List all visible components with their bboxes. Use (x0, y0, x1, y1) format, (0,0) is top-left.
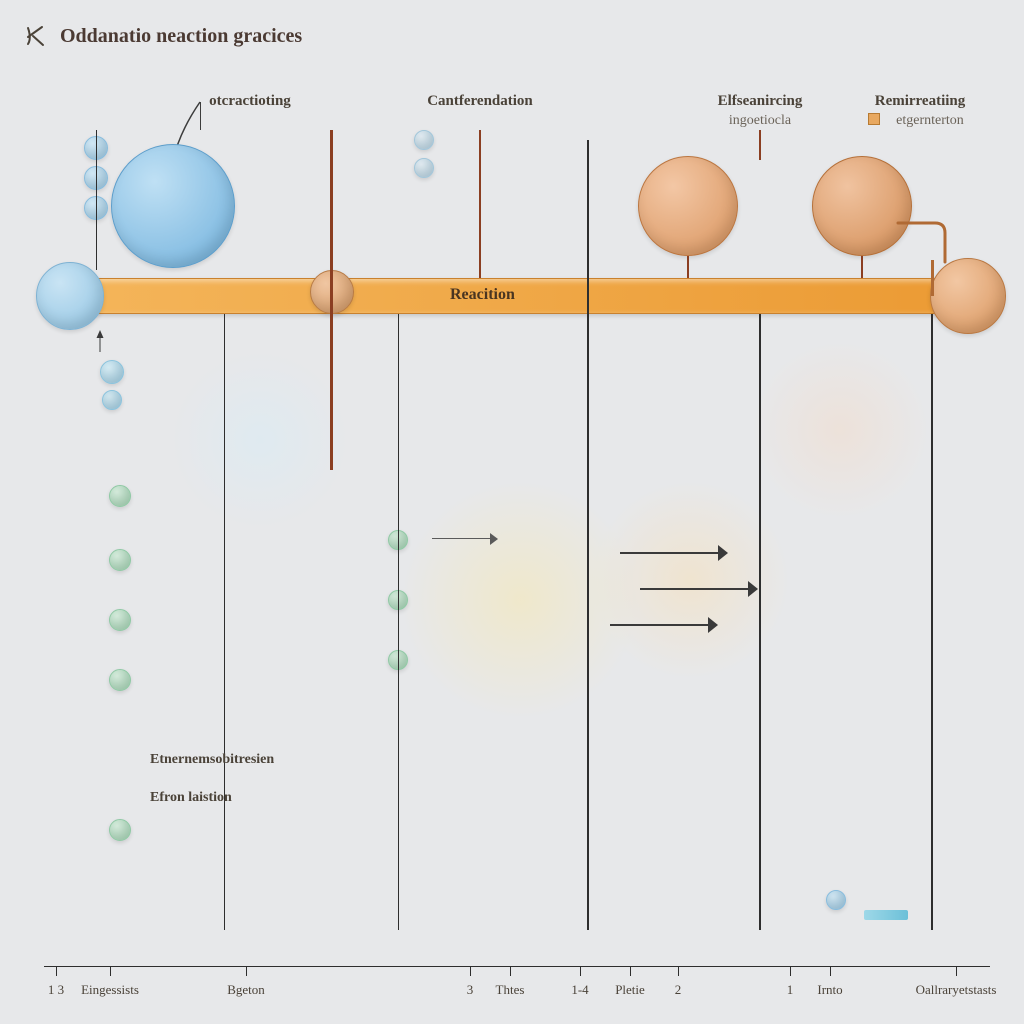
sphere-s-right-a (638, 156, 738, 256)
x-axis-label-8: 1 (787, 982, 794, 998)
x-axis (44, 966, 990, 967)
small-sphere-ss5 (109, 485, 131, 507)
vline-vl-g (931, 314, 933, 930)
reaction-bar (70, 278, 985, 314)
vline-vl-f (861, 256, 863, 278)
vline-vl-a (330, 130, 333, 470)
sphere-s-far-right (930, 258, 1006, 334)
x-tick-5 (580, 966, 581, 976)
vline-vl-c (587, 140, 589, 930)
x-tick-7 (678, 966, 679, 976)
x-axis-label-7: 2 (675, 982, 682, 998)
x-tick-8 (790, 966, 791, 976)
haze-0 (400, 480, 640, 720)
x-tick-2 (246, 966, 247, 976)
top-label-tl-3b: ingoetiocla (680, 113, 840, 129)
x-axis-label-1: Eingessists (81, 982, 139, 998)
x-tick-10 (956, 966, 957, 976)
arrow-1 (640, 588, 750, 590)
arrow-0 (620, 552, 720, 554)
vline-vl-d (687, 256, 689, 278)
arrow-2 (610, 624, 710, 626)
x-axis-label-10: Oallraryetstasts (916, 982, 997, 998)
small-sphere-ss6 (109, 549, 131, 571)
small-sphere-ss10 (414, 130, 434, 150)
sphere-s-right-b (812, 156, 912, 256)
vline-vl-i (398, 314, 399, 930)
vline-vl-e (759, 314, 761, 930)
lower-label-ll-1: Etnernemsobitresien (150, 752, 274, 768)
vline-vl-left-guide (96, 130, 97, 270)
lower-label-ll-2: Efron laistion (150, 790, 232, 806)
top-label-tl-4: Remirreatiing (840, 93, 1000, 110)
arrow-3 (432, 538, 492, 539)
title-row: Oddanatio neaction gracices (24, 24, 302, 48)
small-sphere-ss9 (109, 819, 131, 841)
x-tick-0 (56, 966, 57, 976)
x-tick-1 (110, 966, 111, 976)
x-axis-label-9: Irnto (817, 982, 842, 998)
arrow-head-0 (718, 545, 728, 561)
x-axis-label-0: 1 3 (48, 982, 64, 998)
sphere-s-left-small (36, 262, 104, 330)
arrow-head-2 (708, 617, 718, 633)
arrow-head-1 (748, 581, 758, 597)
top-label-tl-3: Elfseanircing (680, 93, 840, 110)
haze-2 (170, 350, 350, 530)
x-axis-label-5: 1-4 (571, 982, 588, 998)
x-tick-4 (510, 966, 511, 976)
x-tick-9 (830, 966, 831, 976)
top-label-tl-2: Cantferendation (400, 93, 560, 110)
vline-vl-tiny-760 (759, 130, 761, 160)
x-axis-label-6: Pletie (615, 982, 645, 998)
small-sphere-ss11 (414, 158, 434, 178)
x-axis-label-4: Thtes (496, 982, 525, 998)
small-sphere-ss15 (826, 890, 846, 910)
top-label-tl-1: otcractioting (170, 93, 330, 110)
vline-vl-far-right-conn (931, 260, 934, 296)
page-title: Oddanatio neaction gracices (60, 25, 302, 48)
small-sphere-ss8 (109, 669, 131, 691)
x-tick-6 (630, 966, 631, 976)
small-sphere-ss4 (102, 390, 122, 410)
mini-bar (864, 910, 908, 920)
x-axis-label-2: Bgeton (227, 982, 265, 998)
sphere-s-left-large (111, 144, 235, 268)
small-sphere-ss7 (109, 609, 131, 631)
vline-vl-b (479, 130, 481, 278)
script-k-icon (24, 24, 48, 48)
x-tick-3 (470, 966, 471, 976)
vline-vl-h (224, 314, 225, 930)
haze-3 (750, 340, 930, 520)
small-sphere-ss3 (100, 360, 124, 384)
x-axis-label-3: 3 (467, 982, 474, 998)
vline-vl-title-sep (200, 102, 201, 130)
arrow-head-3 (490, 533, 498, 545)
reaction-bar-label: Reacition (450, 286, 515, 304)
diagram-canvas: Oddanatio neaction gracices Reacition ot… (0, 0, 1024, 1024)
top-label-tl-4b: etgernterton (850, 113, 1010, 129)
